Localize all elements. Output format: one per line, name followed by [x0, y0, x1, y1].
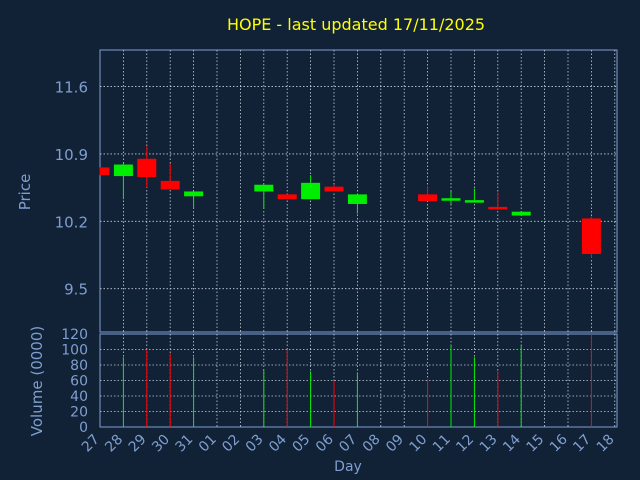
price-panel: 9.5 10.2 10.9 11.6: [55, 49, 618, 333]
candle-body: [301, 182, 321, 200]
x-tick-label: 04: [266, 431, 290, 455]
x-tick-label: 17: [570, 432, 594, 456]
candle-body: [100, 167, 110, 176]
x-tick-label: 14: [500, 431, 524, 455]
x-tick-label: 07: [336, 432, 360, 456]
volume-bars: [122, 334, 592, 427]
candle-body: [418, 194, 438, 202]
price-tick-label: 10.2: [55, 213, 88, 231]
price-plot-frame: [99, 49, 618, 333]
x-tick-label: 06: [313, 431, 337, 455]
candle-body: [511, 211, 531, 216]
volume-tick-label: 120: [61, 327, 88, 343]
candle-body: [113, 164, 133, 177]
volume-tick-label: 80: [70, 358, 88, 374]
candle-body: [184, 191, 204, 197]
x-tick-label: 08: [360, 432, 384, 456]
candles: [99, 146, 601, 258]
candle-body: [464, 200, 484, 203]
x-tick-label: 12: [453, 432, 477, 456]
volume-tick-label: 20: [70, 405, 88, 421]
price-tick-label: 9.5: [64, 281, 88, 299]
x-tick-label: 30: [149, 432, 173, 456]
candle-body: [160, 180, 180, 190]
price-axis-label: Price: [16, 174, 34, 211]
x-tick-label: 18: [594, 432, 618, 456]
volume-tick-label: 40: [70, 389, 88, 405]
volume-tick-label: 100: [61, 343, 88, 359]
volume-tick-label: 60: [70, 374, 88, 390]
price-grid: [100, 50, 617, 332]
candle-body: [488, 206, 508, 210]
candle-body: [347, 194, 367, 204]
x-tick-label: 13: [477, 432, 501, 456]
candle-body: [277, 194, 297, 200]
x-tick-label: 02: [219, 432, 243, 456]
x-tick-label: 29: [126, 432, 150, 456]
x-tick-label: 01: [196, 432, 220, 456]
price-tick-label: 11.6: [55, 79, 88, 97]
candle-body: [324, 186, 344, 192]
volume-grid: [100, 334, 617, 427]
price-y-ticks: 9.5 10.2 10.9 11.6: [55, 79, 88, 299]
price-tick-label: 10.9: [55, 146, 88, 164]
x-tick-label: 28: [102, 432, 126, 456]
x-axis-label: Day: [334, 459, 362, 475]
volume-axis-label: Volume (0000): [28, 326, 46, 436]
x-axis-ticks: 27 28 29 30 31 01 02 03 04 05 06 07 08 09 10 11 12 13 14 15…: [79, 431, 618, 455]
candle-body: [137, 158, 157, 178]
candle-body: [441, 198, 461, 201]
x-tick-label: 15: [524, 432, 548, 456]
x-tick-label: 09: [383, 432, 407, 456]
chart-title: HOPE - last updated 17/11/2025: [227, 15, 485, 34]
x-tick-label: 11: [430, 432, 454, 456]
candle-body: [254, 184, 274, 192]
x-tick-label: 05: [290, 432, 314, 456]
x-tick-label: 31: [173, 432, 197, 456]
x-tick-label: 16: [547, 431, 571, 455]
volume-tick-label: 0: [79, 420, 88, 436]
x-tick-label: 10: [407, 432, 431, 456]
candle-body: [581, 218, 601, 255]
x-tick-label: 03: [243, 432, 267, 456]
